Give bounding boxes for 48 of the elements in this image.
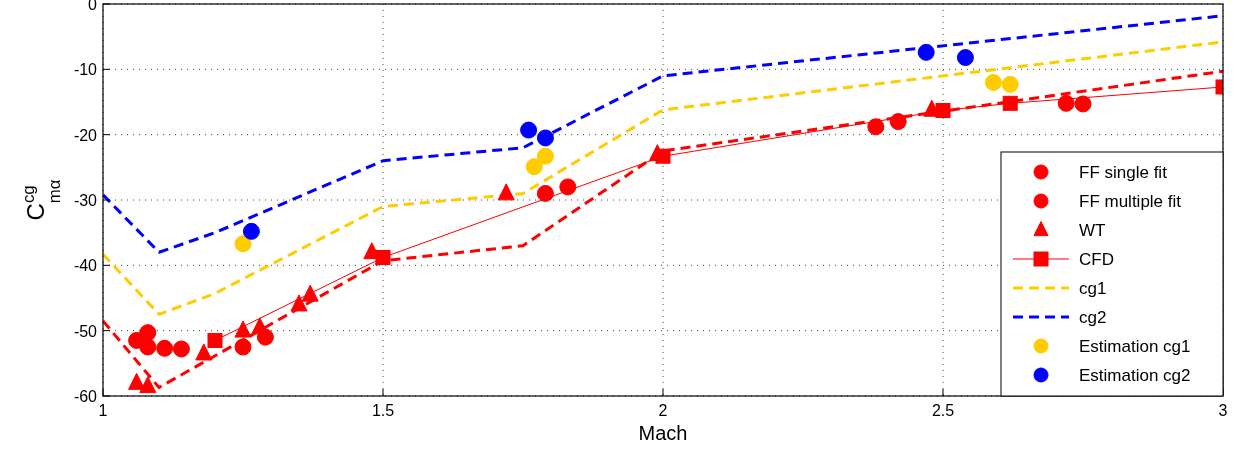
point xyxy=(195,343,213,361)
legend-label: FF single fit xyxy=(1079,163,1168,182)
point xyxy=(536,147,554,165)
point xyxy=(234,338,252,356)
legend-label: cg1 xyxy=(1079,279,1107,298)
x-tick-label: 3 xyxy=(1218,402,1228,419)
legend-label: cg2 xyxy=(1079,308,1107,327)
legend-label: Estimation cg2 xyxy=(1079,366,1191,385)
x-tick-label: 2 xyxy=(658,402,668,419)
point xyxy=(207,332,223,348)
point xyxy=(156,339,174,357)
y-tick-label: -10 xyxy=(73,61,98,79)
point xyxy=(172,340,190,358)
legend-label: WT xyxy=(1079,221,1106,240)
point xyxy=(984,73,1002,91)
point xyxy=(867,118,885,136)
y-tick-label: -50 xyxy=(73,322,98,340)
point xyxy=(301,284,319,302)
point xyxy=(536,184,554,202)
y-tick-label: -30 xyxy=(73,192,98,209)
y-tick-label: -20 xyxy=(73,126,98,144)
point xyxy=(1074,95,1092,113)
point xyxy=(536,129,554,147)
x-tick-label: 1.5 xyxy=(371,402,395,419)
point xyxy=(520,121,538,139)
point xyxy=(497,183,515,201)
point xyxy=(917,43,935,61)
point xyxy=(1057,94,1075,112)
y-tick-label: -60 xyxy=(73,388,98,405)
point xyxy=(139,338,157,356)
point xyxy=(234,235,252,253)
x-tick-label: 1 xyxy=(98,402,108,419)
point xyxy=(139,324,157,342)
legend-label: FF multiple fit xyxy=(1079,192,1182,211)
point xyxy=(889,113,907,131)
point xyxy=(234,320,252,338)
x-axis-title: Mach xyxy=(638,422,688,444)
legend-label: Estimation cg1 xyxy=(1079,337,1191,356)
point xyxy=(290,294,308,312)
point xyxy=(1001,75,1019,93)
x-tick-label: 2.5 xyxy=(931,402,955,419)
legend-label: CFD xyxy=(1079,250,1114,269)
point xyxy=(242,222,260,240)
point xyxy=(559,178,577,196)
y-tick-label: -40 xyxy=(73,257,98,275)
point xyxy=(139,376,157,394)
point xyxy=(956,49,974,67)
point xyxy=(525,158,543,176)
